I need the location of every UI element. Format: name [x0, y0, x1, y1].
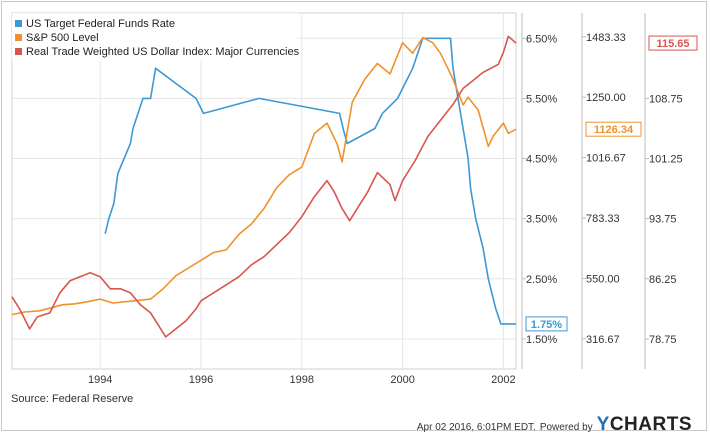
- y-tick-label: 86.25: [649, 274, 677, 286]
- legend: US Target Federal Funds Rate S&P 500 Leve…: [12, 13, 300, 61]
- powered-by: Powered by: [539, 422, 593, 433]
- legend-entry: US Target Federal Funds Rate: [26, 18, 175, 30]
- ycharts-logo[interactable]: YCHARTS: [596, 414, 692, 435]
- plot-area: [11, 12, 517, 370]
- last-value-box: [525, 316, 568, 332]
- legend-entry: S&P 500 Level: [26, 32, 99, 44]
- y-tick-label: 3.50%: [526, 214, 557, 226]
- y-tick-label: 1250.00: [586, 92, 626, 104]
- y-tick-label: 316.67: [586, 334, 620, 346]
- timestamp: Apr 02 2016, 6:01PM EDT.: [416, 422, 536, 433]
- y-tick-label: 101.25: [649, 154, 683, 166]
- last-value-box: [648, 35, 698, 51]
- last-value-label: 1126.34: [594, 124, 634, 136]
- y-tick-label: 4.50%: [526, 154, 557, 166]
- last-value-box: [585, 121, 642, 137]
- axes: 1994 1996 1998 2000 2002 1.50% 2.50% 3.50% 4.50%…: [88, 13, 683, 386]
- series-line: [11, 35, 517, 338]
- legend-swatch: [15, 48, 22, 55]
- y-tick-label: 78.75: [649, 334, 677, 346]
- y-tick-label: 550.00: [586, 273, 620, 285]
- source-note: Source: Federal Reserve: [11, 393, 134, 405]
- x-tick-label: 2000: [390, 374, 414, 386]
- legend-swatch: [15, 34, 22, 41]
- last-value-label: 1.75%: [531, 319, 562, 331]
- x-tick-label: 2002: [491, 374, 515, 386]
- legend-entry: Real Trade Weighted US Dollar Index: Maj…: [26, 46, 300, 58]
- legend-box: [12, 13, 298, 61]
- x-tick-label: 1994: [88, 374, 112, 386]
- series-line: [11, 36, 517, 316]
- y-tick-label: 1016.67: [586, 153, 626, 165]
- x-tick-label: 1998: [290, 374, 314, 386]
- series-line: [104, 37, 516, 325]
- footer: Apr 02 2016, 6:01PM EDT. Powered by YCHA…: [417, 414, 692, 436]
- y-tick-label: 108.75: [649, 93, 683, 105]
- legend-swatch: [15, 20, 22, 27]
- series-lines: [11, 35, 517, 338]
- y-tick-label: 1483.33: [586, 32, 626, 44]
- grid: [11, 12, 517, 370]
- y-tick-label: 93.75: [649, 214, 677, 226]
- last-value-label: 115.65: [656, 38, 689, 50]
- y-tick-label: 6.50%: [526, 33, 557, 45]
- y-tick-label: 783.33: [586, 213, 620, 225]
- last-value-labels: 1.75% 1126.34 115.65: [525, 35, 698, 332]
- y-tick-label: 5.50%: [526, 93, 557, 105]
- x-tick-label: 1996: [189, 374, 213, 386]
- y-tick-label: 1.50%: [526, 334, 557, 346]
- y-tick-label: 2.50%: [526, 274, 557, 286]
